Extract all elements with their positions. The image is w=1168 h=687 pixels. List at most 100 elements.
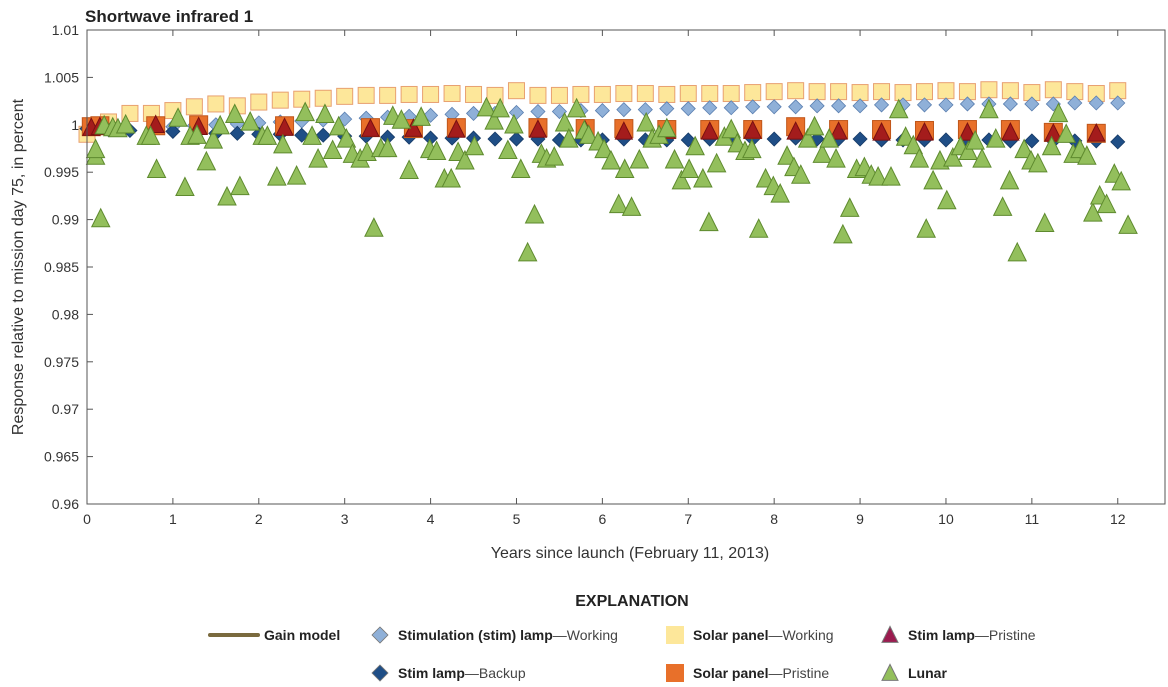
data-point [992,196,1013,216]
x-tick-label: 4 [427,511,435,527]
data-point [937,189,957,210]
x-tick-label: 1 [169,511,177,527]
data-point [1096,193,1117,214]
x-tick-label: 3 [341,511,349,527]
x-tick-label: 9 [856,511,864,527]
data-point [1110,134,1126,150]
data-point [426,140,447,160]
data-point [1088,95,1104,111]
data-point [873,83,891,101]
data-point [629,148,650,169]
data-point [943,147,963,167]
data-point [168,107,188,127]
data-point [831,98,847,114]
data-point [608,193,629,214]
legend-label: Solar panel—Working [693,627,834,643]
data-point [685,135,705,156]
data-point [578,124,599,144]
data-point [1028,152,1048,173]
data-point [852,131,868,147]
series-lunar [85,96,1138,262]
data-point [196,150,217,171]
data-point [829,121,848,140]
data-point [819,128,839,148]
y-tick-label: 0.975 [44,354,79,370]
data-point [1014,138,1034,159]
legend-label-bold: Stim lamp [398,665,465,681]
data-point [594,138,614,159]
data-point [809,98,825,114]
data-point [379,86,397,104]
data-point [797,128,818,148]
legend-label-normal: —Backup [465,665,526,681]
data-point [909,147,930,168]
legend-label: Stimulation (stim) lamp—Working [398,627,618,643]
data-point [1056,123,1077,143]
data-point [916,97,933,113]
data-point [487,131,503,147]
data-point [594,103,610,119]
data-point [484,110,504,130]
data-point [1002,96,1018,112]
data-point [706,152,727,173]
data-point [1041,135,1062,156]
data-point [1110,95,1126,111]
data-point [85,138,106,159]
data-point [702,100,718,116]
data-point [915,122,934,141]
data-point [530,103,546,120]
data-point [411,106,431,126]
y-tick-label: 1.01 [52,22,79,38]
legend-square-swatch [666,626,684,644]
data-point [1001,82,1019,100]
data-point [572,85,590,103]
data-point [504,113,524,134]
data-point [250,93,268,111]
data-point [447,119,466,138]
data-point [872,122,891,141]
data-point [207,95,225,113]
data-point [923,169,943,190]
data-point [766,131,782,147]
data-point [852,98,868,114]
data-point [744,84,762,102]
legend-item: Stimulation (stim) lamp—Working [371,626,618,644]
legend-label-normal: —Pristine [975,627,1036,643]
data-point [275,117,294,136]
y-tick-label: 1 [71,117,79,133]
data-point [812,143,833,163]
data-point [616,102,632,118]
data-point [826,147,846,168]
data-point [464,135,485,156]
data-point [508,104,525,121]
data-point [985,128,1006,148]
legend-diamond-swatch [371,626,389,644]
data-point [490,97,510,118]
data-point [980,81,998,99]
data-point [146,158,167,179]
data-point [90,207,111,228]
data-point [671,169,692,190]
x-tick-label: 10 [938,511,954,527]
data-point [257,125,278,145]
data-point [465,105,482,121]
x-tick-label: 6 [598,511,606,527]
data-point [839,197,860,217]
data-point [1086,122,1106,142]
data-point [770,183,790,203]
data-point [544,146,565,166]
legend-item: Solar panel—Working [666,626,834,644]
data-point [658,85,676,103]
data-point [680,101,696,117]
data-point [699,211,719,232]
x-tick-label: 11 [1025,511,1040,527]
data-point [881,165,901,186]
data-point [529,86,547,104]
data-point [999,169,1020,190]
data-point [364,217,384,237]
y-axis-label: Response relative to mission day 75, in … [10,98,27,435]
data-point [422,85,440,103]
data-point [293,90,311,108]
data-point [210,114,230,135]
